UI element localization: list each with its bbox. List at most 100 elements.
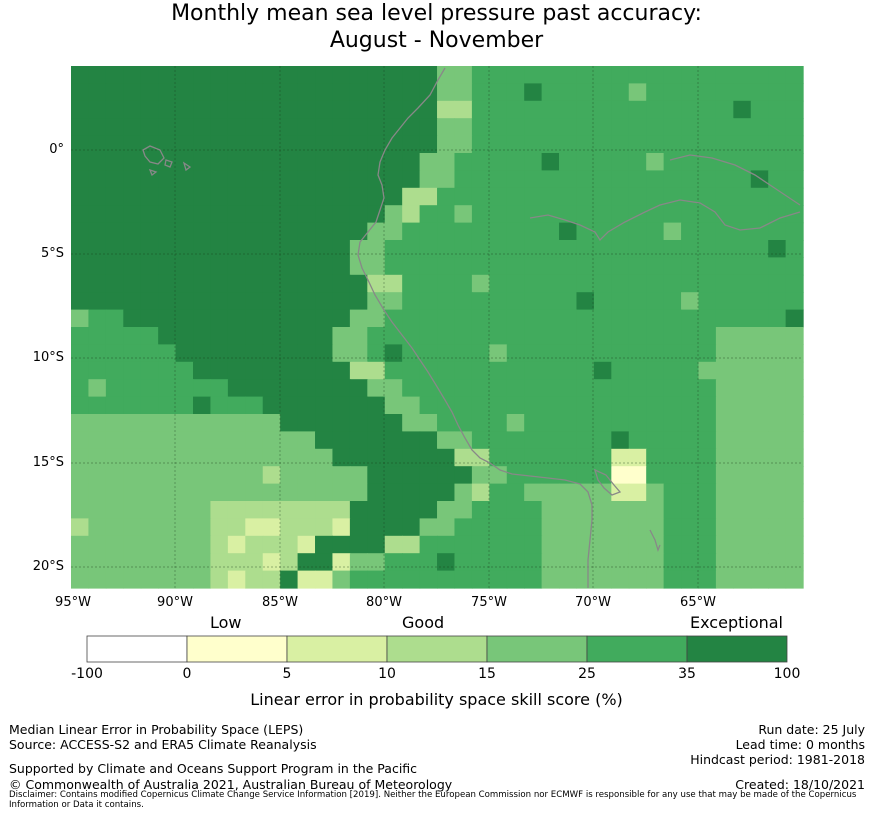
- map-cell: [175, 240, 194, 258]
- map-cell: [768, 309, 787, 328]
- map-cell: [593, 309, 612, 328]
- map-cell: [715, 274, 734, 293]
- map-cell: [210, 240, 229, 258]
- map-cell: [262, 205, 281, 224]
- map-cell: [506, 553, 525, 572]
- map-cell: [750, 361, 769, 380]
- map-cell: [541, 327, 560, 345]
- map-cell: [628, 448, 647, 467]
- map-cell: [698, 135, 717, 154]
- map-cell: [437, 292, 456, 311]
- map-cell: [524, 83, 543, 102]
- map-cell: [140, 518, 159, 537]
- map-cell: [715, 170, 734, 189]
- map-cell: [71, 66, 90, 84]
- map-cell: [628, 66, 647, 84]
- map-cell: [158, 292, 177, 311]
- map-cell: [715, 327, 734, 345]
- map-cell: [384, 170, 403, 189]
- map-cell: [297, 153, 316, 171]
- map-cell: [559, 431, 578, 450]
- map-cell: [785, 535, 804, 554]
- map-cell: [315, 100, 334, 119]
- map-cell: [280, 396, 299, 415]
- map-cell: [437, 240, 456, 258]
- map-cell: [785, 570, 804, 589]
- map-cell: [175, 431, 194, 450]
- map-cell: [663, 518, 682, 537]
- map-cell: [349, 501, 368, 519]
- map-cell: [210, 396, 229, 415]
- map-cell: [646, 361, 665, 380]
- map-cell: [785, 466, 804, 485]
- map-cell: [227, 257, 246, 276]
- map-cell: [785, 170, 804, 189]
- map-cell: [140, 205, 159, 224]
- map-cell: [227, 170, 246, 189]
- map-cell: [140, 170, 159, 189]
- map-cell: [454, 257, 473, 276]
- map-cell: [768, 83, 787, 102]
- map-cell: [193, 431, 212, 450]
- map-cell: [768, 153, 787, 171]
- map-cell: [367, 396, 386, 415]
- map-cell: [733, 518, 752, 537]
- colorbar-segment-3: [386, 635, 488, 663]
- map-cell: [715, 483, 734, 502]
- map-cell: [402, 187, 421, 206]
- map-cell: [628, 431, 647, 450]
- map-cell: [210, 570, 229, 589]
- map-cell: [489, 257, 508, 276]
- map-cell: [437, 535, 456, 554]
- map-cell: [402, 396, 421, 415]
- map-cell: [315, 553, 334, 572]
- map-cell: [332, 448, 351, 467]
- map-cell: [384, 570, 403, 589]
- map-cell: [750, 448, 769, 467]
- map-cell: [262, 344, 281, 363]
- map-cell: [280, 535, 299, 554]
- map-cell: [785, 187, 804, 206]
- map-cell: [262, 396, 281, 415]
- map-cell: [227, 153, 246, 171]
- map-cell: [367, 344, 386, 363]
- map-cell: [227, 361, 246, 380]
- map-cell: [315, 535, 334, 554]
- map-cell: [402, 205, 421, 224]
- map-cell: [332, 501, 351, 519]
- coastline-inland: [649, 529, 661, 552]
- map-cell: [384, 518, 403, 537]
- map-cell: [227, 518, 246, 537]
- map-cell: [402, 222, 421, 241]
- map-cell: [646, 83, 665, 102]
- map-cell: [315, 327, 334, 345]
- map-cell: [454, 83, 473, 102]
- map-cell: [437, 518, 456, 537]
- map-cell: [611, 292, 630, 311]
- map-cell: [593, 274, 612, 293]
- map-cell: [628, 170, 647, 189]
- map-cell: [105, 535, 124, 554]
- map-cell: [750, 379, 769, 398]
- map-cell: [419, 535, 438, 554]
- map-cell: [506, 483, 525, 502]
- map-cell: [384, 448, 403, 467]
- map-cell: [715, 553, 734, 572]
- map-cell: [349, 83, 368, 102]
- map-cell: [646, 448, 665, 467]
- map-cells: [71, 66, 804, 589]
- map-cell: [524, 431, 543, 450]
- map-cell: [768, 535, 787, 554]
- map-cell: [785, 414, 804, 432]
- colorbar-tick-0: 0: [182, 666, 192, 682]
- map-cell: [681, 431, 700, 450]
- map-cell: [280, 483, 299, 502]
- map-cell: [210, 309, 229, 328]
- map-cell: [140, 570, 159, 589]
- map-cell: [471, 187, 490, 206]
- map-cell: [715, 431, 734, 450]
- coastline-amazon: [529, 199, 801, 242]
- map-cell: [593, 135, 612, 154]
- map-cell: [175, 518, 194, 537]
- map-cell: [71, 518, 90, 537]
